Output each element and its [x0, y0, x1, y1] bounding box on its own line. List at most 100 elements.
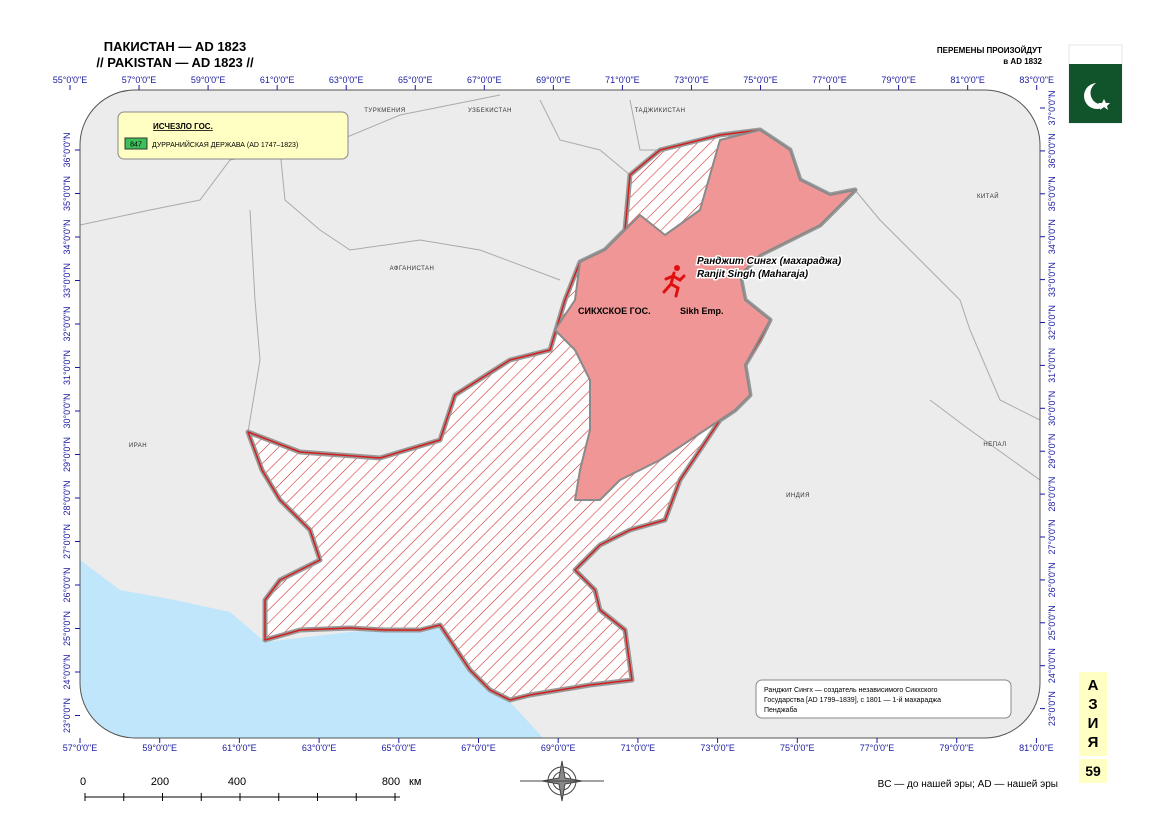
- runner-icon: [662, 265, 686, 298]
- border-line: [854, 189, 1040, 421]
- border-line: [247, 209, 261, 433]
- lon-label: 63°0'0"E: [329, 75, 364, 85]
- lat-label: 35°0'0"N: [62, 176, 72, 211]
- lon-label: 79°0'0"E: [939, 743, 974, 753]
- side-letter: Я: [1088, 734, 1099, 751]
- lon-label: 55°0'0"E: [53, 75, 88, 85]
- lat-label: 34°0'0"N: [62, 219, 72, 254]
- border-line: [629, 99, 660, 151]
- lat-label: 36°0'0"N: [62, 132, 72, 167]
- lat-label: 32°0'0"N: [62, 306, 72, 341]
- page-number: 59: [1085, 763, 1101, 779]
- lon-label: 61°0'0"E: [222, 743, 257, 753]
- side-letter: З: [1088, 696, 1097, 713]
- note-line: Государства [AD 1799–1839], с 1801 — 1-й…: [764, 696, 941, 704]
- legend: ИСЧЕЗЛО ГОС. 847 ДУРРАНИЙСКАЯ ДЕРЖАВА (A…: [117, 111, 349, 160]
- compass: [520, 760, 604, 802]
- lat-label: 23°0'0"N: [62, 698, 72, 733]
- crescent-inner: [1090, 81, 1114, 105]
- lat-label: 29°0'0"N: [1047, 434, 1057, 469]
- lat-label: 23°0'0"N: [1047, 691, 1057, 726]
- state-en: Sikh Emp.: [680, 306, 724, 316]
- lat-label: 27°0'0"N: [1047, 519, 1057, 554]
- lon-label: 73°0'0"E: [700, 743, 735, 753]
- note-box: [755, 679, 1012, 719]
- sea: [80, 560, 545, 738]
- lon-label: 71°0'0"E: [621, 743, 656, 753]
- lon-label: 75°0'0"E: [780, 743, 815, 753]
- country-label: ТУРКМЕНИЯ: [364, 108, 405, 114]
- lat-label: 24°0'0"N: [1047, 648, 1057, 683]
- side-letter: И: [1088, 715, 1099, 732]
- legend-code: 847: [130, 142, 142, 149]
- country-label: АФГАНИСТАН: [390, 266, 435, 272]
- footnote: BC — до нашей эры; AD — нашей эры: [878, 779, 1058, 790]
- lon-label: 67°0'0"E: [467, 75, 502, 85]
- lat-label: 30°0'0"N: [62, 393, 72, 428]
- lon-label: 79°0'0"E: [881, 75, 916, 85]
- title-en: // PAKISTAN — AD 1823 //: [96, 55, 254, 70]
- lon-label: 63°0'0"E: [302, 743, 337, 753]
- lon-label: 77°0'0"E: [812, 75, 847, 85]
- scale-bar: 0 200 400 800 км: [80, 776, 421, 801]
- icon-head: [674, 265, 680, 271]
- lon-label: 59°0'0"E: [191, 75, 226, 85]
- ruler-ru: Ранджит Сингх (махараджа): [697, 256, 842, 267]
- lat-label: 31°0'0"N: [62, 350, 72, 385]
- lon-label: 71°0'0"E: [605, 75, 640, 85]
- lon-label: 69°0'0"E: [536, 75, 571, 85]
- border-line: [539, 99, 631, 176]
- title-ru: ПАКИСТАН — AD 1823: [104, 39, 247, 54]
- ruler-en: Ranjit Singh (Maharaja): [697, 269, 809, 280]
- note-line: Пенджаба: [764, 706, 797, 714]
- lon-label: 83°0'0"E: [1019, 75, 1054, 85]
- state-ru: СИКХСКОЕ ГОС.: [578, 306, 651, 316]
- side-box: [1079, 672, 1107, 756]
- lat-label: 25°0'0"N: [62, 611, 72, 646]
- lat-label: 25°0'0"N: [1047, 605, 1057, 640]
- changes-year: в AD 1832: [1003, 57, 1042, 66]
- country-label: ТАДЖИКИСТАН: [635, 108, 686, 114]
- map: [80, 90, 1040, 738]
- lat-label: 33°0'0"N: [62, 263, 72, 298]
- sikh-region: [554, 129, 856, 501]
- lon-label: 69°0'0"E: [541, 743, 576, 753]
- lon-label: 75°0'0"E: [743, 75, 778, 85]
- flag: [1068, 44, 1123, 124]
- lat-label: 26°0'0"N: [62, 567, 72, 602]
- lon-label: 65°0'0"E: [382, 743, 417, 753]
- lat-label: 35°0'0"N: [1047, 176, 1057, 211]
- lat-label: 37°0'0"N: [1047, 90, 1057, 125]
- scale-label: 400: [228, 776, 246, 788]
- legend-heading: ИСЧЕЗЛО ГОС.: [153, 122, 213, 131]
- country-label: УЗБЕКИСТАН: [468, 108, 512, 114]
- lat-label: 34°0'0"N: [1047, 219, 1057, 254]
- icon-body: [662, 271, 686, 298]
- lon-label: 57°0'0"E: [63, 743, 98, 753]
- country-label: ИРАН: [129, 443, 147, 449]
- lat-label: 29°0'0"N: [62, 437, 72, 472]
- lat-label: 32°0'0"N: [1047, 305, 1057, 340]
- lat-label: 26°0'0"N: [1047, 562, 1057, 597]
- lon-label: 65°0'0"E: [398, 75, 433, 85]
- lat-label: 31°0'0"N: [1047, 348, 1057, 383]
- map-frame: [79, 89, 1041, 739]
- lat-label: 33°0'0"N: [1047, 262, 1057, 297]
- lon-label: 57°0'0"E: [122, 75, 157, 85]
- legend-box: [117, 111, 349, 160]
- scale-unit: км: [409, 776, 421, 788]
- lon-label: 77°0'0"E: [860, 743, 895, 753]
- graticule-labels: 55°0'0"E 57°0'0"E 59°0'0"E 61°0'0"E 63°0'0"E…: [53, 75, 1057, 753]
- side-tab: А З И Я 59: [1079, 672, 1107, 783]
- lon-label: 61°0'0"E: [260, 75, 295, 85]
- lat-label: 30°0'0"N: [1047, 391, 1057, 426]
- country-label: НЕПАЛ: [983, 442, 1006, 448]
- star: [1098, 99, 1110, 110]
- lat-label: 28°0'0"N: [1047, 477, 1057, 512]
- changes: ПЕРЕМЕНЫ ПРОИЗОЙДУТ: [937, 46, 1042, 55]
- scale-label: 800: [382, 776, 400, 788]
- legend-swatch: [124, 137, 148, 150]
- lon-label: 59°0'0"E: [142, 743, 177, 753]
- border-line: [279, 149, 561, 281]
